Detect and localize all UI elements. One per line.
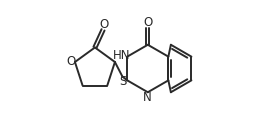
Text: O: O (99, 18, 108, 31)
Text: O: O (66, 55, 75, 68)
Text: O: O (143, 16, 152, 29)
Text: N: N (143, 91, 152, 104)
Text: S: S (119, 75, 126, 88)
Text: HN: HN (113, 49, 130, 62)
